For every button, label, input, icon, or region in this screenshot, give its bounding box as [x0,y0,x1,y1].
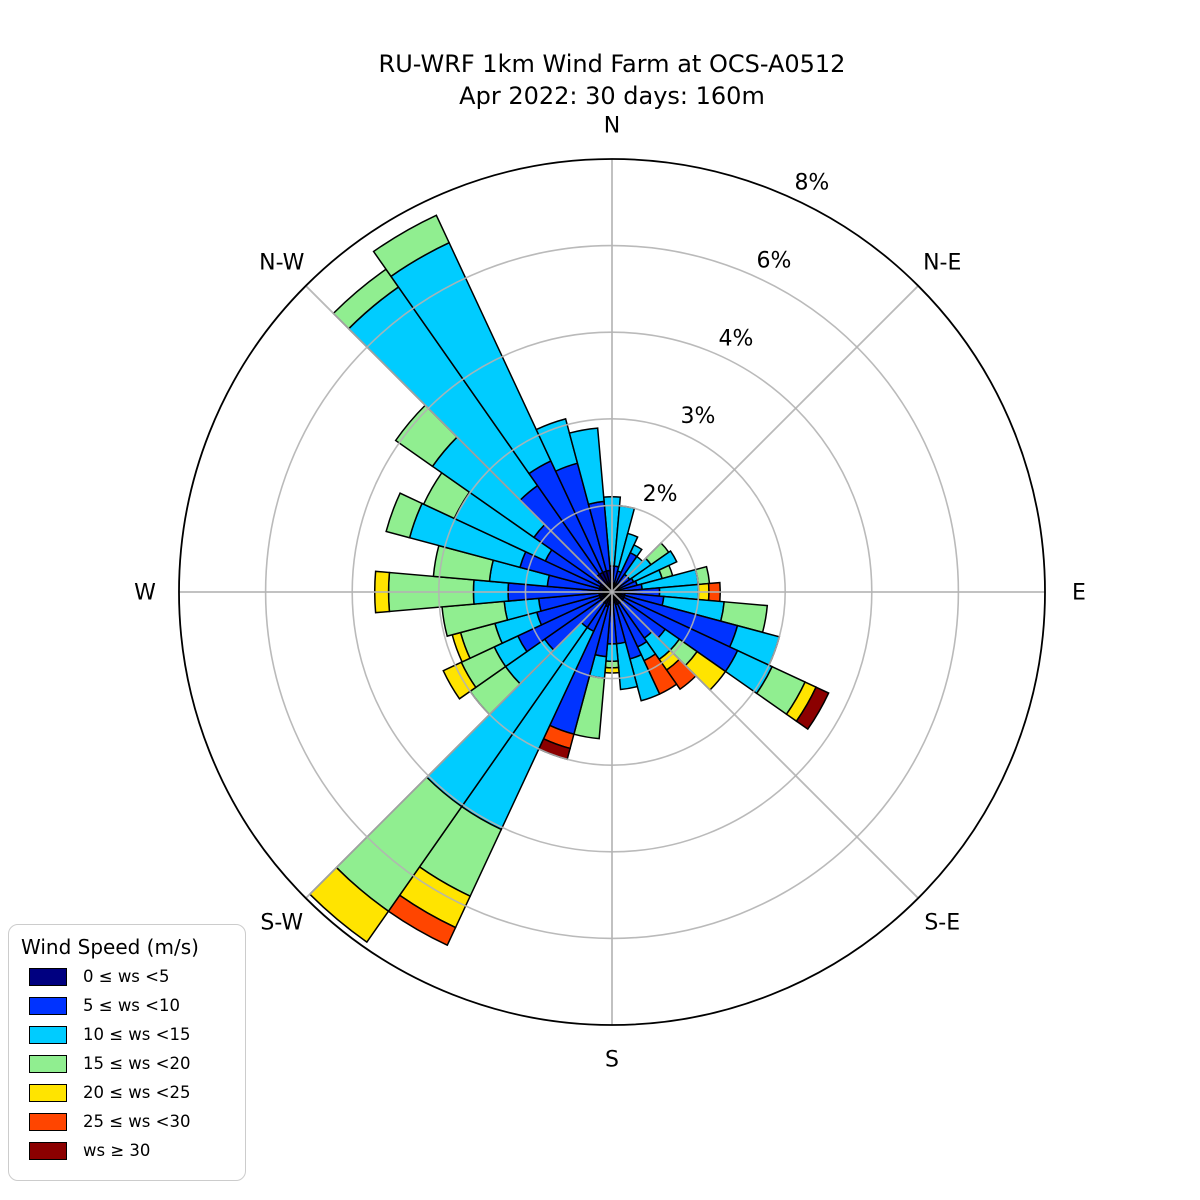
windrose-segment-dir290-bin3 [385,492,424,539]
outer-circle [178,158,1046,1026]
chart-subtitle: Apr 2022: 30 days: 160m [459,82,765,111]
compass-label-n: N [604,114,620,139]
radial-tick-label-3%: 3% [681,404,716,429]
grid-spoke-n-e [611,285,919,593]
windrose-segment-dir20-bin2 [616,532,639,574]
legend-swatch-2 [29,1025,67,1044]
grid-spoke-s-e [611,591,919,899]
windrose-segment-dir140-bin5 [665,658,697,691]
legend-entry-label: 0 ≤ ws <5 [83,967,170,986]
legend-entry: 25 ≤ ws <30 [29,1112,235,1131]
legend-entry: 10 ≤ ws <15 [29,1025,235,1044]
legend-box: Wind Speed (m/s) 0 ≤ ws <5 5 ≤ ws <10 10 ≤… [8,924,246,1181]
windrose-segment-dir160-bin2 [629,653,661,702]
compass-label-w: W [134,581,156,606]
compass-label-s-w: S-W [260,911,303,936]
legend-entry: 0 ≤ ws <5 [29,967,235,986]
compass-label-n-w: N-W [259,250,305,275]
legend-swatch-6 [29,1141,67,1160]
windrose-segment-dir350-bin2 [568,427,605,506]
windrose-segment-dir120-bin6 [795,686,830,731]
grid-spoke-n-w [305,285,613,593]
radial-tick-label-4%: 4% [719,326,754,351]
grid-ring-3% [437,417,786,766]
legend-entry-label: 15 ≤ ws <20 [83,1054,191,1073]
windrose-segment-dir60-bin2 [630,549,678,583]
radial-tick-label-2%: 2% [643,482,678,507]
legend-entry: 20 ≤ ws <25 [29,1083,235,1102]
legend-entry: 15 ≤ ws <20 [29,1054,235,1073]
legend-swatch-4 [29,1083,67,1102]
windrose-segment-dir330-bin3 [372,214,451,278]
radial-tick-label-8%: 8% [794,171,829,196]
grid-ring-4% [351,331,873,853]
windrose-segment-dir240-bin4 [442,661,477,700]
chart-title: RU-WRF 1km Wind Farm at OCS-A0512 [378,50,846,78]
legend-entry-label: 25 ≤ ws <30 [83,1112,191,1131]
legend-entry-label: 20 ≤ ws <25 [83,1083,191,1102]
legend-entry: 5 ≤ ws <10 [29,996,235,1015]
legend-swatch-5 [29,1112,67,1131]
legend-entry-label: 5 ≤ ws <10 [83,996,180,1015]
legend-rows: 0 ≤ ws <5 5 ≤ ws <10 10 ≤ ws <15 15 ≤ ws <2… [21,967,235,1160]
compass-label-s: S [605,1048,619,1073]
grid-spoke-s-w [305,591,613,899]
legend-entry: ws ≥ 30 [29,1141,235,1160]
grid-ring-6% [264,244,960,940]
legend-title: Wind Speed (m/s) [21,935,199,959]
legend-entry-label: ws ≥ 30 [83,1141,151,1160]
chart-title-block: RU-WRF 1km Wind Farm at OCS-A0512 Apr 20… [379,48,846,113]
compass-label-e: E [1072,581,1086,606]
radial-tick-label-6%: 6% [756,248,791,273]
compass-label-s-e: S-E [924,911,960,936]
compass-label-n-e: N-E [923,250,961,275]
legend-swatch-0 [29,967,67,986]
legend-entry-label: 10 ≤ ws <15 [83,1025,191,1044]
windrose-segment-dir30-bin2 [629,543,643,558]
legend-swatch-1 [29,996,67,1015]
legend-swatch-3 [29,1054,67,1073]
grid-ring-2% [524,504,700,680]
